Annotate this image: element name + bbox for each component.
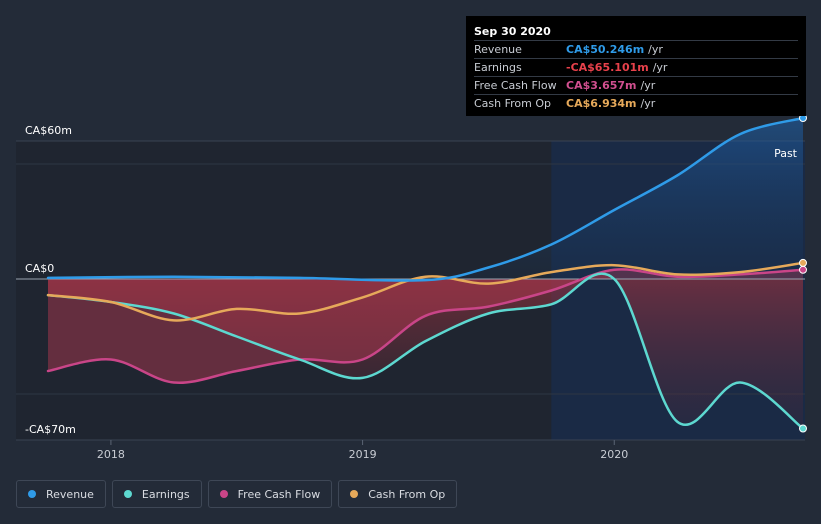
revenue-line (46, 116, 805, 282)
revenue-area (48, 118, 803, 281)
tooltip-label: Cash From Op (474, 97, 552, 110)
cash-from-op-line (46, 261, 805, 322)
legend-item-revenue[interactable]: Revenue (16, 480, 106, 508)
tooltip-unit: /yr (640, 97, 656, 110)
tooltip-value: CA$6.934m (566, 97, 637, 110)
legend-label: Revenue (46, 487, 94, 501)
x-tick-label: 2020 (600, 448, 628, 461)
tooltip-date: Sep 30 2020 (474, 25, 551, 38)
y-tick-label: CA$0 (25, 262, 54, 275)
tooltip-label: Earnings (474, 61, 522, 74)
legend-label: Free Cash Flow (237, 487, 321, 501)
legend-label: Cash From Op (368, 487, 446, 501)
tooltip-row-earnings: Earnings -CA$65.101m /yr (474, 58, 798, 76)
free-cash-flow-area (48, 269, 803, 383)
cash-from-op-dot-icon (350, 490, 359, 498)
tooltip-row-revenue: Revenue CA$50.246m /yr (474, 40, 798, 58)
tooltip-row-free-cash-flow: Free Cash Flow CA$3.657m /yr (474, 76, 798, 94)
tooltip-label: Revenue (474, 43, 522, 56)
free-cash-flow-line (46, 268, 805, 384)
legend-item-earnings[interactable]: Earnings (111, 480, 202, 508)
legend-item-free-cash-flow[interactable]: Free Cash Flow (207, 480, 333, 508)
y-tick-label: CA$60m (25, 124, 72, 137)
tooltip-unit: /yr (648, 43, 663, 56)
free-cash-flow-end-point (799, 265, 807, 274)
tooltip-unit: /yr (652, 61, 668, 74)
tooltip-value: -CA$65.101m (566, 61, 649, 74)
revenue-dot-icon (28, 490, 36, 498)
tooltip-value: CA$50.246m (566, 43, 645, 56)
x-tick-label: 2019 (349, 448, 377, 461)
earnings-end-point (799, 424, 807, 433)
x-tick-label: 2018 (97, 448, 125, 461)
free-cash-flow-dot-icon (219, 490, 228, 498)
legend: Revenue Earnings Free Cash Flow Cash Fro… (16, 480, 458, 508)
tooltip: Sep 30 2020 Revenue CA$50.246m /yr Earni… (466, 16, 806, 116)
tooltip-value: CA$3.657m (566, 79, 637, 92)
legend-item-cash-from-op[interactable]: Cash From Op (338, 480, 458, 508)
earnings-dot-icon (123, 490, 132, 498)
tooltip-row-cash-from-op: Cash From Op CA$6.934m /yr (474, 94, 798, 112)
tooltip-unit: /yr (640, 79, 656, 92)
earnings-area (48, 273, 803, 429)
tooltip-label: Free Cash Flow (474, 79, 557, 92)
y-tick-label: -CA$70m (25, 423, 76, 436)
earnings-line (46, 272, 805, 430)
cash-from-op-end-point (799, 258, 807, 267)
legend-label: Earnings (141, 487, 190, 501)
past-label: Past (774, 147, 798, 160)
